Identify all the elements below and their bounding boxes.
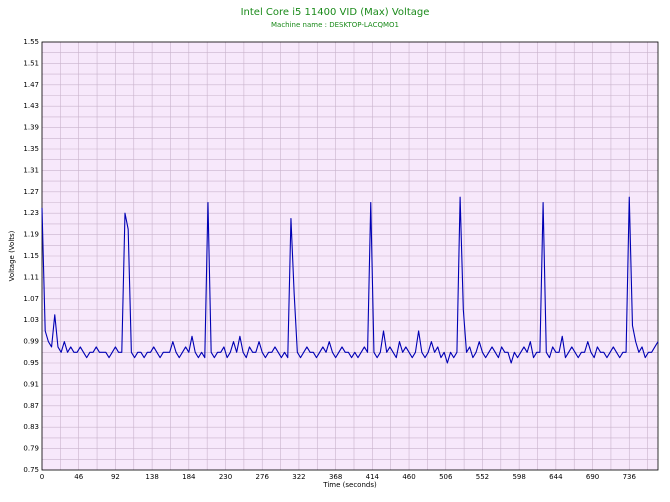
y-axis-label: Voltage (Volts) [8,230,16,281]
x-tick-label: 414 [366,473,380,481]
x-tick-label: 0 [40,473,44,481]
x-tick-label: 46 [74,473,83,481]
x-tick-label: 552 [476,473,489,481]
y-tick-label: 0.95 [23,359,39,367]
plot-border [41,41,659,471]
y-tick-label: 1.19 [23,231,39,239]
chart-title: Intel Core i5 11400 VID (Max) Voltage [241,7,430,18]
y-tick-label: 0.83 [23,423,39,431]
x-tick-label: 322 [292,473,305,481]
data-line [41,196,659,364]
x-tick-label: 276 [256,473,270,481]
y-tick-label: 0.91 [23,380,39,388]
y-tick-label: 1.03 [23,316,39,324]
y-tick-label: 1.27 [23,188,39,196]
y-tick-label: 1.15 [23,252,39,260]
y-tick-label: 1.31 [23,166,39,174]
x-tick-label: 460 [402,473,415,481]
y-tick-label: 1.23 [23,209,39,217]
x-tick-label: 690 [586,473,599,481]
x-tick-label: 598 [512,473,525,481]
y-tick-label: 0.99 [23,338,39,346]
x-tick-label: 138 [145,473,158,481]
x-tick-label: 506 [439,473,453,481]
y-tick-label: 0.79 [23,445,39,453]
y-tick-label: 1.47 [23,81,39,89]
x-axis-label: Time (seconds) [322,481,377,489]
y-tick-label: 1.39 [23,124,39,132]
y-tick-label: 1.51 [23,59,39,67]
x-tick-label: 230 [219,473,232,481]
x-tick-label: 644 [549,473,563,481]
chart-subtitle: Machine name : DESKTOP-LACQMO1 [271,21,399,29]
x-tick-label: 184 [182,473,196,481]
y-tick-label: 1.55 [23,38,39,46]
x-tick-label: 368 [329,473,342,481]
y-tick-label: 1.43 [23,102,39,110]
y-tick-label: 1.35 [23,145,39,153]
x-tick-label: 92 [111,473,120,481]
y-tick-label: 0.75 [23,466,39,474]
y-tick-label: 1.07 [23,295,39,303]
y-tick-label: 0.87 [23,402,39,410]
x-tick-label: 736 [623,473,637,481]
y-tick-label: 1.11 [23,273,39,281]
